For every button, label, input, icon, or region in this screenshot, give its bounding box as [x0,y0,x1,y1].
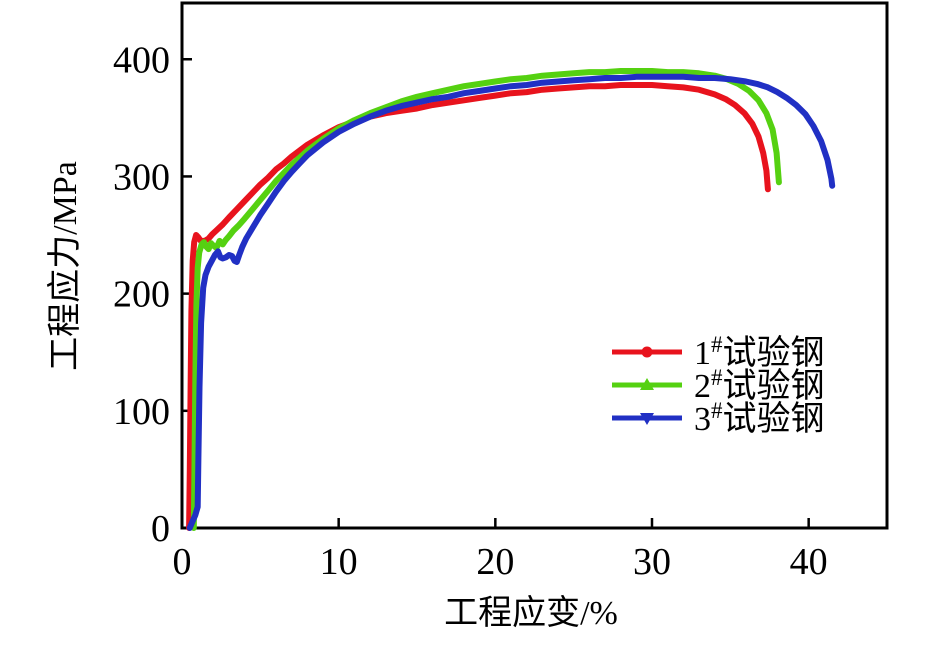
x-tick-label: 10 [320,541,358,583]
legend-item-3: 3#试验钢 [612,398,825,438]
series-line-3 [186,73,836,531]
legend-marker-triangle-up-icon [640,378,654,390]
legend-marker-triangle-down-icon [640,413,654,425]
legend-item-1: 1#试验钢 [612,332,825,372]
x-tick-label: 20 [476,541,514,583]
series-line-2 [190,68,782,531]
x-tick-label: 40 [790,541,828,583]
x-tick-label: 30 [633,541,671,583]
x-axis-label: 工程应变/% [444,594,618,632]
y-tick-label: 100 [113,391,170,433]
legend-item-2: 2#试验钢 [612,365,825,405]
x-tick-label: 0 [173,541,192,583]
legend-label: 3#试验钢 [694,398,825,438]
y-tick-label: 200 [113,274,170,316]
y-tick-label: 0 [151,508,170,550]
legend-marker-circle-icon [641,346,653,358]
series-curves [186,68,836,531]
legend-label: 1#试验钢 [694,332,825,372]
y-tick-label: 400 [113,39,170,81]
y-tick-label: 300 [113,156,170,198]
legend-label: 2#试验钢 [694,365,825,405]
y-axis-label: 工程应力/MPa [46,161,84,371]
plot-frame [180,1,889,530]
